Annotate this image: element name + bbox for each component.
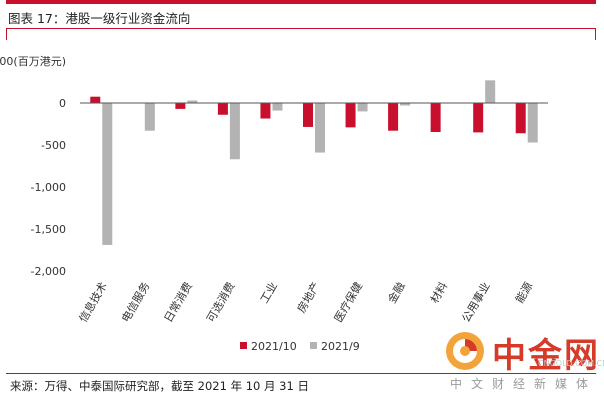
category-label: 金融 bbox=[385, 280, 408, 306]
top-accent-bar bbox=[6, 0, 596, 4]
watermark: 中金网 CNGOLD.COM.CN 中文财经新媒体 bbox=[440, 326, 604, 391]
source-divider bbox=[6, 373, 596, 374]
legend-swatch bbox=[240, 342, 247, 349]
y-tick-label: -1,500 bbox=[31, 223, 66, 236]
category-label: 工业 bbox=[258, 280, 280, 306]
legend-label: 2021/9 bbox=[321, 340, 360, 353]
category-label: 材料 bbox=[427, 280, 450, 306]
bar-2021-10 bbox=[175, 103, 186, 109]
chart-title: 图表 17：港股一级行业资金流向 bbox=[8, 11, 191, 26]
title-divider-left bbox=[6, 28, 7, 40]
category-label: 可选消费 bbox=[203, 280, 237, 325]
legend-swatch bbox=[310, 342, 317, 349]
category-label: 房地产 bbox=[294, 280, 323, 316]
bar-2021-9 bbox=[144, 103, 155, 131]
bar-2021-10 bbox=[430, 103, 441, 132]
watermark-url: CNGOLD.COM.CN bbox=[538, 359, 604, 368]
bar-2021-10 bbox=[388, 103, 399, 131]
title-divider bbox=[6, 28, 596, 29]
bar-2021-10 bbox=[515, 103, 526, 134]
bar-2021-9 bbox=[400, 103, 411, 106]
legend-label: 2021/10 bbox=[251, 340, 297, 353]
bar-2021-10 bbox=[260, 103, 271, 119]
bar-2021-9 bbox=[187, 100, 198, 103]
bar-2021-9 bbox=[229, 103, 240, 160]
bar-2021-10 bbox=[303, 103, 313, 127]
bar-2021-10 bbox=[217, 103, 228, 115]
y-tick-label: 0 bbox=[59, 97, 66, 110]
y-tick-label: -500 bbox=[41, 139, 66, 152]
source-note: 来源：万得、中泰国际研究部，截至 2021 年 10 月 31 日 bbox=[10, 379, 309, 393]
y-tick-label: -1,000 bbox=[31, 181, 66, 194]
bar-2021-9 bbox=[315, 103, 325, 153]
bar-2021-10 bbox=[473, 103, 484, 133]
category-label: 公用事业 bbox=[460, 280, 493, 325]
bar-2021-9 bbox=[485, 80, 496, 103]
category-label: 医疗保健 bbox=[331, 280, 365, 325]
y-tick-label: -2,000 bbox=[31, 265, 66, 278]
bar-2021-9 bbox=[102, 103, 113, 245]
category-label: 日常消费 bbox=[161, 280, 195, 325]
category-label: 信息技术 bbox=[76, 280, 110, 325]
category-label: 电信服务 bbox=[119, 280, 152, 325]
watermark-name: 中金网 bbox=[492, 336, 600, 376]
bar-2021-9 bbox=[527, 103, 538, 143]
title-divider-right bbox=[595, 28, 596, 40]
cngold-logo-icon bbox=[446, 332, 484, 370]
bar-2021-10 bbox=[90, 96, 101, 103]
watermark-subtitle: 中文财经新媒体 bbox=[450, 377, 598, 391]
category-label: 能源 bbox=[512, 280, 535, 306]
bar-2021-9 bbox=[357, 103, 368, 112]
bar-2021-9 bbox=[272, 103, 283, 111]
y-axis-unit-label: 500(百万港元) bbox=[0, 55, 66, 68]
bar-2021-10 bbox=[345, 103, 356, 128]
